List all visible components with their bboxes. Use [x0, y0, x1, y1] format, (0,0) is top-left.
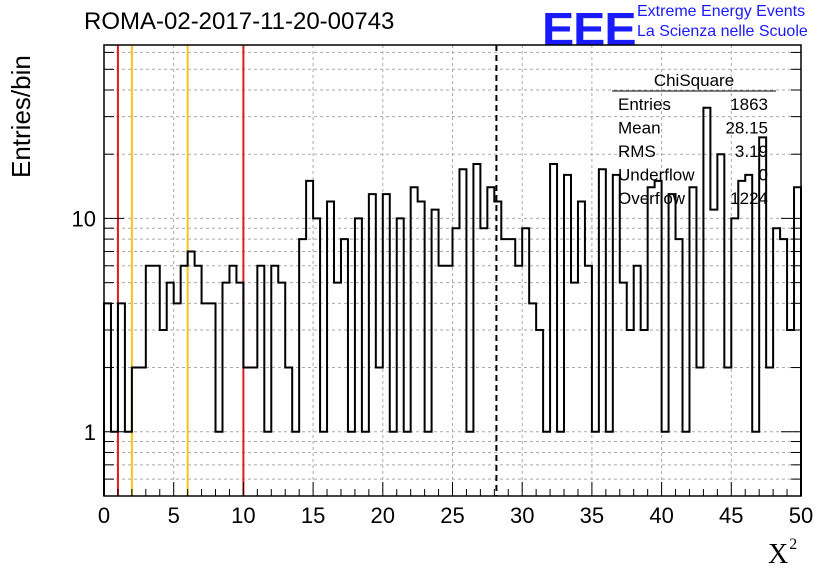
- histogram-outline: [103, 106, 802, 496]
- histogram-bin: [536, 330, 543, 496]
- x-tick-label: 25: [440, 503, 464, 528]
- histogram-bin: [327, 202, 334, 496]
- y-tick-label: 1: [84, 420, 96, 445]
- histogram-bin: [745, 175, 752, 496]
- histogram-bin: [627, 330, 634, 496]
- stats-value: 0: [759, 166, 768, 185]
- histogram-bin: [439, 266, 446, 496]
- x-axis-label-exponent: 2: [789, 536, 798, 553]
- stats-title: ChiSquare: [654, 71, 734, 90]
- logo-line-1: Extreme Energy Events: [637, 3, 806, 20]
- stats-value: 1863: [730, 95, 768, 114]
- stats-label: Underflow: [618, 166, 695, 185]
- histogram-bin: [188, 251, 195, 496]
- histogram-bin: [453, 228, 460, 496]
- histogram-bin: [202, 303, 209, 496]
- histogram-bin: [411, 187, 418, 496]
- histogram-bin: [487, 187, 494, 496]
- histogram-bin: [313, 218, 320, 496]
- histogram-bin: [515, 266, 522, 496]
- x-tick-label: 0: [98, 503, 110, 528]
- x-tick-label: 45: [719, 503, 743, 528]
- histogram-bin: [634, 266, 641, 496]
- axes: 0 5 10 15 20 25 30 35 40 45 50 1 10: [72, 44, 813, 528]
- histogram-bin: [613, 175, 620, 496]
- histogram-bin: [710, 210, 717, 496]
- histogram-bin: [397, 218, 404, 496]
- histogram-bin: [773, 228, 780, 496]
- x-axis-label: X2: [768, 536, 797, 571]
- histogram-bin: [480, 228, 487, 496]
- histogram-bin: [731, 218, 738, 496]
- histogram-bin: [703, 108, 710, 496]
- histogram-bin: [160, 330, 167, 496]
- histogram-bin: [153, 266, 160, 496]
- stats-label: RMS: [618, 142, 656, 161]
- stats-label: Mean: [618, 119, 661, 138]
- histogram-bin: [174, 303, 181, 496]
- histogram-series: [103, 106, 802, 496]
- x-tick-label: 30: [510, 503, 534, 528]
- histogram-bin: [181, 266, 188, 496]
- histogram-bin: [794, 187, 801, 496]
- histogram-bin: [118, 303, 125, 496]
- histogram-bin: [494, 202, 501, 496]
- stats-label: Overflow: [618, 189, 686, 208]
- histogram-bin: [522, 228, 529, 496]
- stats-label: Entries: [618, 95, 671, 114]
- histogram-bin: [432, 210, 439, 496]
- histogram-bin: [585, 266, 592, 496]
- y-tick-label: 10: [72, 206, 96, 231]
- logo-line-2: La Scienza nelle Scuole: [637, 23, 808, 40]
- x-tick-label: 15: [301, 503, 325, 528]
- histogram-bin: [787, 330, 794, 496]
- histogram-bin: [529, 303, 536, 496]
- x-tick-label: 40: [649, 503, 673, 528]
- histogram-bin: [564, 175, 571, 496]
- stats-box: ChiSquare Entries 1863 Mean 28.15 RMS 3.19 Unde…: [612, 71, 776, 208]
- histogram-bin: [278, 283, 285, 496]
- histogram-bin: [418, 202, 425, 496]
- stats-value: 3.19: [735, 142, 768, 161]
- histogram-bin: [717, 154, 724, 496]
- histogram-bin: [271, 266, 278, 496]
- histogram-bin: [257, 266, 264, 496]
- x-tick-label: 20: [371, 503, 395, 528]
- grid-lines: [104, 45, 801, 496]
- histogram-bin: [146, 266, 153, 496]
- histogram-bin: [689, 187, 696, 496]
- chart-title: ROMA-02-2017-11-20-00743: [84, 8, 395, 35]
- histogram-bin: [620, 283, 627, 496]
- histogram-bin: [222, 283, 229, 496]
- x-axis-label-base: X: [768, 539, 789, 570]
- histogram-bin: [355, 218, 362, 496]
- marker-lines: [116, 45, 498, 496]
- x-tick-label: 35: [580, 503, 604, 528]
- x-tick-label: 50: [789, 503, 813, 528]
- histogram-bin: [334, 283, 341, 496]
- logo-text: Extreme Energy Events La Scienza nelle S…: [637, 2, 808, 42]
- histogram-bin: [229, 266, 236, 496]
- eee-logo: EEE: [542, 3, 637, 55]
- histogram-bin: [167, 283, 174, 496]
- histogram-bin: [571, 283, 578, 496]
- histogram-bin: [209, 303, 216, 496]
- stats-value: 28.15: [725, 119, 768, 138]
- histogram-bin: [195, 266, 202, 496]
- histogram-bin: [446, 266, 453, 496]
- stats-value: 1224: [730, 189, 768, 208]
- x-tick-label: 5: [168, 503, 180, 528]
- histogram-bin: [641, 330, 648, 496]
- x-tick-label: 10: [231, 503, 255, 528]
- histogram-bin: [648, 187, 655, 496]
- histogram-bin: [236, 283, 243, 496]
- histogram-bin: [578, 202, 585, 496]
- histogram-bin: [104, 303, 111, 496]
